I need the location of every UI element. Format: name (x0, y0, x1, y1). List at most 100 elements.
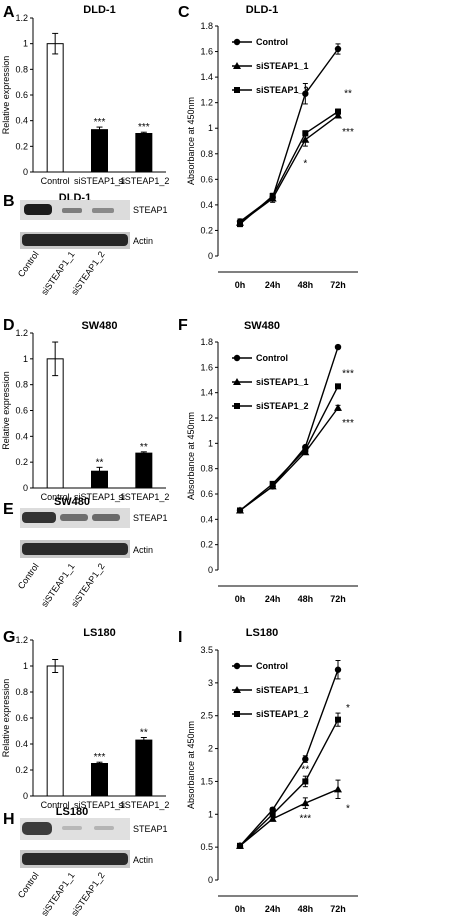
x-tick-label: Control (41, 176, 70, 186)
data-point (302, 90, 309, 97)
data-point (233, 686, 241, 693)
data-point (268, 814, 277, 822)
panel-letter-f: F (178, 317, 188, 334)
bar (91, 470, 108, 489)
data-point (233, 662, 241, 670)
bar (46, 665, 64, 797)
data-point (237, 507, 243, 514)
x-tick-label: 48h (298, 594, 314, 604)
data-point (233, 354, 241, 362)
blot-band (22, 853, 128, 865)
significance-label: *** (138, 122, 150, 133)
data-point (334, 785, 342, 793)
panel-letter-i: I (178, 629, 182, 646)
y-tick-label: 1.8 (200, 21, 213, 31)
data-point (334, 403, 342, 411)
bar (135, 452, 153, 489)
legend-label: siSTEAP1_2 (256, 85, 309, 95)
y-tick-label: 2.5 (200, 711, 213, 721)
y-tick-label: 1.2 (15, 328, 28, 338)
significance-label: ** (140, 442, 148, 453)
series-line (239, 669, 339, 847)
significance-label: *** (342, 418, 354, 429)
blot-band (60, 514, 88, 521)
y-tick-label: 3 (208, 678, 213, 688)
blot-band (94, 826, 114, 830)
data-point (302, 778, 309, 785)
y-axis-label: Relative expression (1, 371, 11, 450)
series-line (239, 386, 339, 512)
y-tick-label: 0 (23, 167, 28, 177)
y-tick-label: 0.8 (15, 64, 28, 74)
blot-label-steap1: STEAP1 (133, 513, 168, 523)
chart-title: LS180 (246, 627, 278, 639)
data-point (233, 38, 241, 46)
data-point (234, 87, 240, 93)
y-tick-label: 1 (208, 809, 213, 819)
data-point (269, 192, 276, 199)
data-point (233, 378, 241, 385)
blot-lane-label: Control (16, 249, 41, 279)
y-tick-label: 1 (23, 39, 28, 49)
x-tick-label: 24h (265, 594, 281, 604)
line-chart-dld1: DLD-1 0 0.2 0.4 0.6 0.8 1 1.2 1.4 1.6 1.8 Absorbanc… (186, 4, 358, 290)
x-tick-label: siSTEAP1_2 (118, 176, 169, 186)
blot-label-actin: Actin (133, 855, 153, 865)
x-tick-label: 24h (265, 904, 281, 914)
panel-letter-c: C (178, 4, 190, 21)
blot-lane-label: Control (16, 561, 41, 591)
legend-label: siSTEAP1_1 (256, 61, 309, 71)
legend-label: Control (256, 661, 288, 671)
blot-band (22, 822, 52, 835)
x-tick-label: 0h (235, 280, 246, 290)
chart-title: DLD-1 (246, 4, 278, 16)
bar (91, 129, 108, 173)
blot-band (92, 208, 114, 213)
y-tick-label: 0.6 (15, 90, 28, 100)
y-tick-label: 0.4 (15, 116, 28, 126)
data-point (234, 711, 240, 717)
y-tick-label: 3.5 (200, 645, 213, 655)
y-tick-label: 0.8 (15, 687, 28, 697)
series-line (239, 788, 339, 847)
panel-letter-g: G (3, 629, 15, 646)
line-chart-ls180: LS180 0 0.5 1 1.5 2 2.5 3 3.5 Absorbance at 450nm… (186, 627, 358, 914)
western-blot-dld1: DLD-1 STEAP1 Actin Control siSTEAP1_1 si… (16, 192, 168, 297)
y-tick-label: 1 (208, 438, 213, 448)
x-tick-label: 24h (265, 280, 281, 290)
significance-label: *** (299, 814, 311, 825)
panel-letter-d: D (3, 317, 15, 334)
y-axis-label: Absorbance at 450nm (186, 721, 196, 809)
y-tick-label: 0.2 (15, 141, 28, 151)
data-point (301, 135, 310, 143)
data-point (302, 130, 309, 137)
bar (46, 358, 64, 489)
y-tick-label: 0 (23, 791, 28, 801)
x-tick-label: 72h (330, 594, 346, 604)
line-chart-sw480: SW480 0 0.2 0.4 0.6 0.8 1 1.2 1.4 1.6 1.8 Absorbanc… (186, 320, 358, 604)
series-line (239, 111, 339, 225)
y-tick-label: 0.6 (200, 489, 213, 499)
y-tick-label: 0.6 (15, 406, 28, 416)
significance-label: ** (96, 457, 104, 468)
x-tick-label: siSTEAP1_2 (118, 492, 169, 502)
bar (135, 739, 153, 797)
y-axis-label: Relative expression (1, 679, 11, 758)
x-tick-label: siSTEAP1_2 (118, 800, 169, 810)
blot-label-steap1: STEAP1 (133, 824, 168, 834)
data-point (269, 811, 276, 818)
significance-label: *** (94, 117, 106, 128)
blot-title: SW480 (54, 496, 90, 508)
x-tick-label: 72h (330, 280, 346, 290)
legend-label: Control (256, 37, 288, 47)
y-tick-label: 1.8 (200, 337, 213, 347)
y-tick-label: 1 (23, 354, 28, 364)
y-tick-label: 0.2 (200, 225, 213, 235)
data-point (237, 842, 243, 849)
data-point (233, 62, 241, 69)
y-tick-label: 0.8 (15, 380, 28, 390)
data-point (269, 480, 276, 487)
y-tick-label: 0.2 (200, 540, 213, 550)
panel-letter-e: E (3, 501, 14, 518)
